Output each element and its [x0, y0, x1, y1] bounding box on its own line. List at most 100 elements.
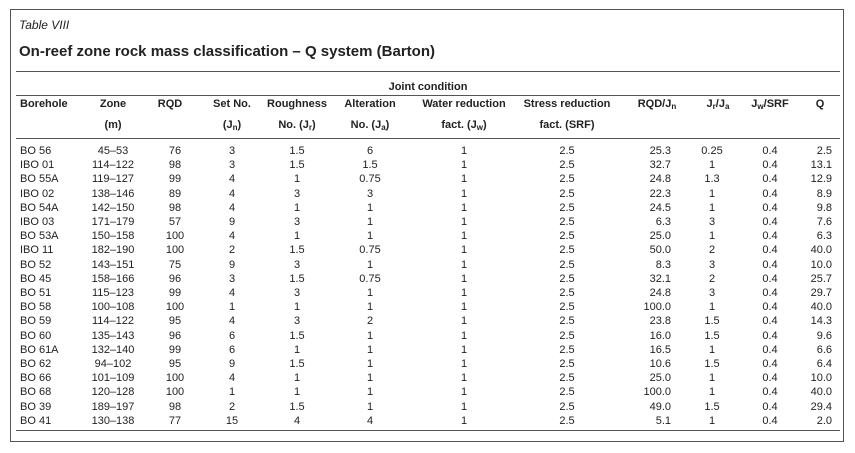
header-text: No. (J	[278, 119, 309, 131]
table-cell: 9	[228, 216, 236, 228]
table-cell: 0.4	[762, 329, 778, 342]
table-cell: 171–179	[91, 216, 135, 228]
table-cell: 1	[366, 372, 374, 385]
table-cell: 100	[165, 244, 185, 257]
column-header: No. (Jr)	[278, 119, 315, 132]
table-cell: 0.4	[762, 201, 778, 214]
header-text: Roughness	[267, 98, 327, 110]
table-cell: 95	[168, 315, 182, 328]
table-cell: 0.4	[762, 159, 778, 172]
table-cell: 2	[708, 272, 716, 285]
table-cell: 1	[366, 230, 374, 243]
table-cell: 143–151	[91, 258, 135, 271]
table-cell: 1	[708, 372, 716, 385]
table-cell: 0.4	[762, 230, 778, 243]
table-cell: 6	[228, 343, 236, 356]
table-cell: 101–109	[91, 372, 135, 385]
column-header: Water reduction	[422, 99, 505, 110]
table-cell: 1	[460, 372, 468, 385]
table-cell: 100	[165, 301, 185, 314]
table-cell: 130–138	[91, 414, 135, 427]
table-cell: IBO 02	[20, 187, 55, 200]
table-cell: 2.5	[559, 272, 575, 285]
column-header: Roughness	[267, 99, 327, 110]
table-cell: 57	[168, 216, 182, 228]
table-cell: 3	[293, 187, 301, 200]
table-cell: 9	[228, 258, 236, 271]
table-cell: 1	[460, 159, 468, 172]
rule	[16, 95, 840, 96]
table-cell: 1	[460, 343, 468, 356]
table-cell: 2.0	[816, 414, 832, 427]
table-cell: 29.4	[810, 400, 832, 413]
table-cell: 1	[293, 201, 301, 214]
table-cell: 1	[460, 329, 468, 342]
table-cell: 2	[228, 244, 236, 257]
table-cell: 2	[228, 400, 236, 413]
table-cell: 3	[228, 272, 236, 285]
table-cell: 9.6	[816, 329, 832, 342]
table-cell: 7.6	[816, 216, 832, 228]
table-cell: 2.5	[559, 400, 575, 413]
table-cell: BO 52	[20, 258, 52, 271]
table-cell: 135–143	[91, 329, 135, 342]
table-cell: 0.4	[762, 216, 778, 228]
column-header: Q	[816, 99, 825, 110]
table-cell: 1.5	[704, 329, 720, 342]
table-cell: 100–108	[91, 301, 135, 314]
header-subscript: w	[757, 102, 764, 111]
table-cell: 25.3	[649, 145, 671, 157]
table-cell: BO 59	[20, 315, 52, 328]
column-header: RQD	[158, 99, 182, 110]
table-cell: 24.8	[649, 173, 671, 186]
table-cell: 0.4	[762, 287, 778, 299]
table-cell: 142–150	[91, 201, 135, 214]
table-cell: BO 60	[20, 329, 52, 342]
table-cell: 0.4	[762, 343, 778, 356]
table-cell: 0.4	[762, 187, 778, 200]
table-cell: 150–158	[91, 230, 135, 243]
table-cell: 158–166	[91, 272, 135, 285]
table-cell: 2.5	[559, 315, 575, 328]
table-cell: 1	[460, 230, 468, 243]
column-header: fact. (Jw)	[441, 119, 487, 132]
table-cell: 1	[366, 358, 374, 370]
table-cell: 1	[460, 414, 468, 427]
header-text: (m)	[104, 119, 122, 131]
header-text: Q	[815, 98, 825, 110]
table-cell: 2	[708, 244, 716, 257]
table-cell: 1.3	[704, 173, 720, 186]
column-header: Stress reduction	[524, 99, 611, 110]
table-cell: 3	[228, 145, 236, 157]
header-text: )	[483, 119, 487, 131]
table-cell: 3	[708, 216, 716, 228]
table-cell: 2.5	[559, 216, 575, 228]
table-cell: 9	[228, 358, 236, 370]
table-cell: BO 61A	[20, 343, 59, 356]
table-cell: 2	[366, 315, 374, 328]
table-cell: 1	[293, 230, 301, 243]
table-cell: 1.5	[289, 145, 305, 157]
table-cell: 0.25	[701, 145, 723, 157]
table-cell: 25.0	[649, 230, 671, 243]
column-header: (Jn)	[223, 120, 241, 132]
table-cell: 1	[366, 287, 374, 299]
table-cell: 3	[366, 187, 374, 200]
table-cell: 114–122	[91, 159, 135, 172]
table-cell: 100	[165, 230, 185, 243]
table-cell: 4	[228, 230, 236, 243]
table-cell: 2.5	[816, 145, 832, 157]
table-cell: 98	[168, 201, 182, 214]
table-cell: BO 62	[20, 358, 52, 370]
table-cell: 3	[228, 159, 236, 172]
table-cell: 2.5	[559, 301, 575, 314]
table-cell: 100.0	[643, 301, 671, 314]
table-cell: BO 41	[20, 414, 52, 427]
table-cell: 2.5	[559, 343, 575, 356]
table-cell: 2.5	[559, 386, 575, 399]
table-cell: 8.9	[816, 187, 832, 200]
header-subscript: n	[232, 123, 238, 132]
table-cell: 0.4	[762, 315, 778, 328]
table-cell: 6.6	[816, 343, 832, 356]
table-cell: 2.5	[559, 258, 575, 271]
